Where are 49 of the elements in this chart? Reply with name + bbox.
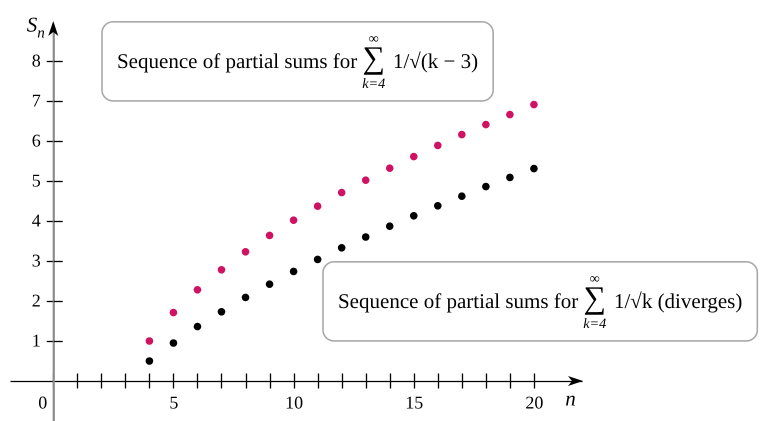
point — [194, 322, 202, 330]
point — [242, 294, 250, 302]
point — [362, 233, 370, 241]
point — [506, 174, 514, 182]
y-tick-label: 4 — [32, 210, 41, 230]
y-tick-label: 3 — [32, 250, 41, 270]
y-tick-label: 6 — [32, 130, 41, 150]
point — [386, 222, 394, 230]
point — [146, 357, 154, 365]
point — [266, 232, 274, 240]
point — [530, 164, 538, 172]
point — [506, 110, 514, 118]
point — [314, 256, 322, 264]
x-axis-title: n — [565, 386, 576, 410]
x-tick-label: 20 — [525, 392, 544, 412]
y-tick-label: 7 — [32, 90, 41, 110]
y-tick-label: 5 — [32, 170, 41, 190]
point — [242, 248, 250, 256]
point — [458, 130, 466, 138]
point — [146, 337, 154, 345]
y-tick-label: 8 — [32, 50, 41, 70]
point — [482, 182, 490, 190]
point — [410, 152, 418, 160]
point — [410, 212, 418, 220]
point — [338, 188, 346, 196]
point — [362, 176, 370, 184]
x-tick-label: 10 — [285, 392, 304, 412]
point — [170, 308, 178, 316]
point — [218, 266, 226, 274]
point — [386, 164, 394, 172]
x-tick-label: 5 — [169, 392, 178, 412]
x-tick-label: 0 — [38, 392, 48, 412]
y-axis-title: S$_{n}$ — [26, 12, 45, 42]
point — [290, 216, 298, 224]
point — [218, 308, 226, 316]
point — [314, 202, 322, 210]
point — [266, 280, 274, 288]
x-tick-label: 15 — [405, 392, 424, 412]
point — [290, 268, 298, 276]
point — [434, 142, 442, 150]
point — [170, 339, 178, 347]
y-tick-label: 1 — [32, 330, 41, 350]
point — [194, 286, 202, 294]
point — [434, 202, 442, 210]
point — [482, 120, 490, 128]
point — [458, 192, 466, 200]
point — [530, 100, 538, 108]
point — [338, 244, 346, 252]
y-tick-label: 2 — [32, 290, 41, 310]
